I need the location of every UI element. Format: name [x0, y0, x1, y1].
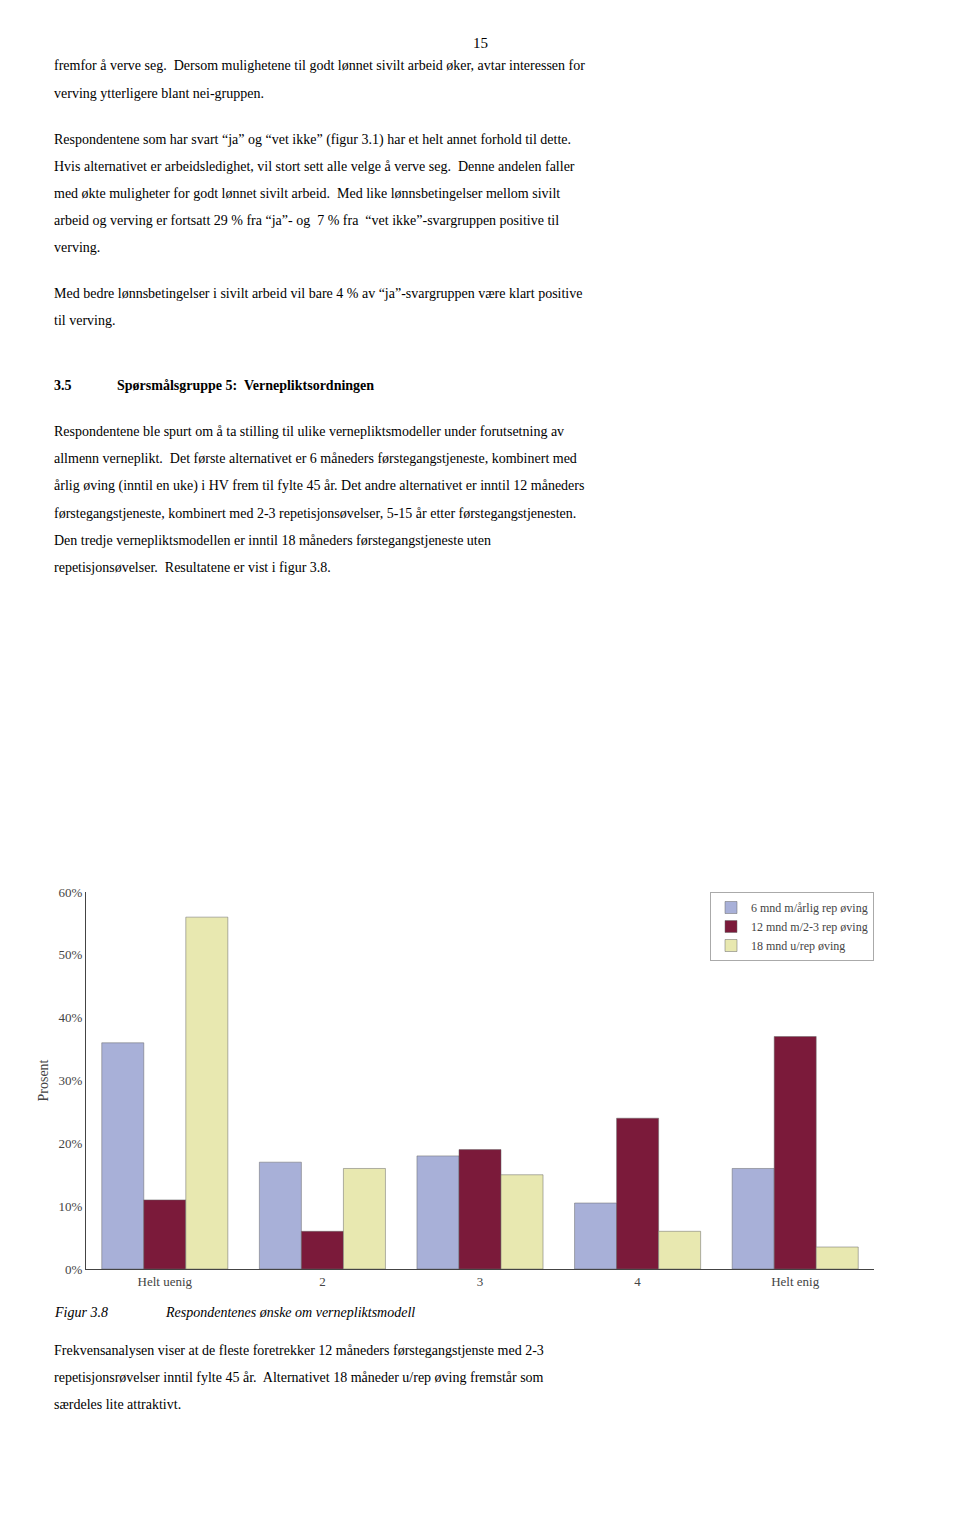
- svg-text:4: 4: [634, 1274, 641, 1289]
- svg-text:arbeid og verving er fortsatt: arbeid og verving er fortsatt 29 % fra “…: [54, 213, 559, 228]
- svg-text:3.5: 3.5: [54, 378, 72, 393]
- svg-text:Spørsmålsgruppe 5: Verneplikt: Spørsmålsgruppe 5: Vernepliktsordningen: [117, 378, 374, 393]
- svg-text:Helt enig: Helt enig: [771, 1274, 820, 1289]
- svg-text:Respondentene ble spurt om å t: Respondentene ble spurt om å ta stilling…: [54, 424, 564, 439]
- svg-text:Med bedre lønnsbetingelser i s: Med bedre lønnsbetingelser i sivilt arbe…: [54, 286, 582, 301]
- svg-text:20%: 20%: [59, 1136, 83, 1151]
- svg-text:18 mnd u/rep øving: 18 mnd u/rep øving: [751, 939, 845, 953]
- svg-text:30%: 30%: [59, 1073, 83, 1088]
- svg-text:allmenn verneplikt. Det først: allmenn verneplikt. Det første alternati…: [54, 451, 577, 466]
- svg-text:årlig øving (inntil en uke) i: årlig øving (inntil en uke) i HV frem ti…: [54, 478, 584, 494]
- svg-text:40%: 40%: [59, 1010, 83, 1025]
- svg-text:Den tredje vernepliktsmodellen: Den tredje vernepliktsmodellen er inntil…: [54, 533, 491, 548]
- svg-text:med økte muligheter for godt l: med økte muligheter for godt lønnet sivi…: [54, 186, 560, 201]
- svg-text:førstegangstjeneste, kombinert: førstegangstjeneste, kombinert med 2-3 r…: [54, 506, 576, 521]
- svg-text:verving ytterligere blant nei-: verving ytterligere blant nei-gruppen.: [54, 86, 264, 101]
- svg-text:6 mnd m/årlig rep øving: 6 mnd m/årlig rep øving: [751, 901, 868, 915]
- svg-text:Prosent: Prosent: [36, 1059, 51, 1101]
- svg-text:særdeles lite attraktivt.: særdeles lite attraktivt.: [54, 1397, 181, 1412]
- svg-text:Hvis alternativet er arbeidsle: Hvis alternativet er arbeidsledighet, vi…: [54, 159, 575, 174]
- svg-text:2: 2: [319, 1274, 326, 1289]
- svg-text:Respondentenes ønske om vernep: Respondentenes ønske om vernepliktsmodel…: [165, 1305, 415, 1320]
- svg-text:50%: 50%: [59, 947, 83, 962]
- svg-text:0%: 0%: [65, 1262, 83, 1277]
- svg-text:15: 15: [473, 35, 488, 51]
- svg-text:verving.: verving.: [54, 240, 100, 255]
- svg-text:Helt uenig: Helt uenig: [138, 1274, 193, 1289]
- svg-text:repetisjonsøvelser. Resultate: repetisjonsøvelser. Resultatene er vist …: [54, 560, 331, 575]
- svg-text:til verving.: til verving.: [54, 313, 115, 328]
- svg-text:10%: 10%: [59, 1199, 83, 1214]
- svg-text:Figur 3.8: Figur 3.8: [54, 1305, 108, 1320]
- svg-text:repetisjonsrøvelser inntil fyl: repetisjonsrøvelser inntil fylte 45 år. …: [54, 1370, 544, 1385]
- svg-text:Frekvensanalysen viser at de f: Frekvensanalysen viser at de fleste fore…: [54, 1343, 544, 1358]
- svg-text:fremfor å verve seg. Dersom m: fremfor å verve seg. Dersom mulighetene …: [54, 58, 585, 73]
- svg-text:12 mnd m/2-3 rep øving: 12 mnd m/2-3 rep øving: [751, 920, 868, 934]
- svg-text:Respondentene som har svart “j: Respondentene som har svart “ja” og “vet…: [54, 132, 571, 148]
- svg-text:60%: 60%: [59, 885, 83, 900]
- svg-text:3: 3: [477, 1274, 484, 1289]
